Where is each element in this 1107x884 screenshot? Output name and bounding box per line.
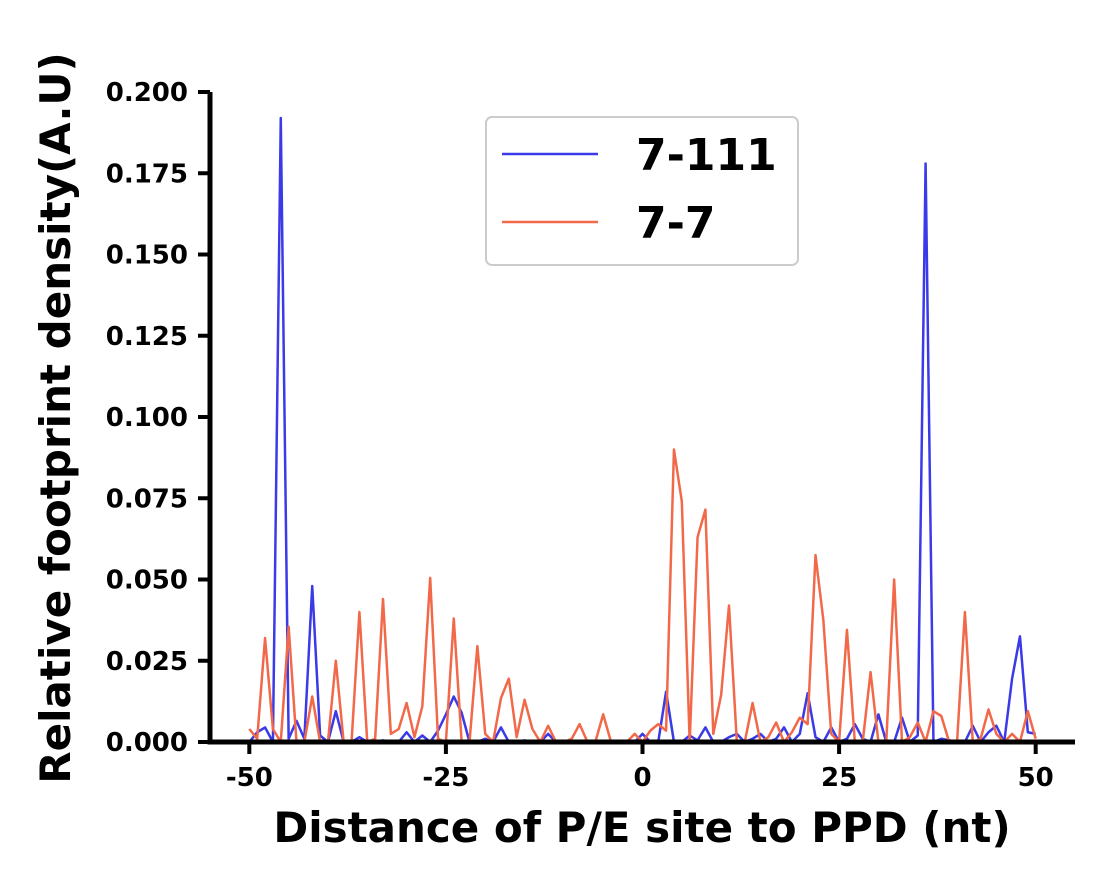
y-tick-label: 0.125	[106, 322, 188, 352]
y-tick-label: 0.100	[106, 403, 188, 433]
y-tick-label: 0.050	[106, 566, 188, 596]
y-tick-label: 0.200	[106, 78, 188, 108]
y-tick-label: 0.000	[106, 728, 188, 758]
y-tick-label: 0.175	[106, 159, 188, 189]
x-axis-title: Distance of P/E site to PPD (nt)	[273, 803, 1010, 852]
y-tick-label: 0.150	[106, 241, 188, 271]
y-tick-label: 0.075	[106, 484, 188, 514]
y-tick-label: 0.025	[106, 647, 188, 677]
legend: 7-111 7-7	[485, 116, 799, 266]
x-tick-label: -25	[422, 763, 469, 793]
axes-layer: 0.000 0.025 0.050 0.075 0.100 0.125 0.150 0.175…	[106, 78, 1075, 793]
x-tick-label: 25	[821, 763, 857, 793]
legend-label-7-111: 7-111	[636, 130, 777, 181]
legend-label-7-7: 7-7	[636, 198, 716, 249]
x-tick-label: 50	[1018, 763, 1054, 793]
y-axis-title: Relative footprint density(A.U)	[31, 52, 80, 783]
x-tick-label: 0	[633, 763, 651, 793]
x-tick-label: -50	[226, 763, 273, 793]
